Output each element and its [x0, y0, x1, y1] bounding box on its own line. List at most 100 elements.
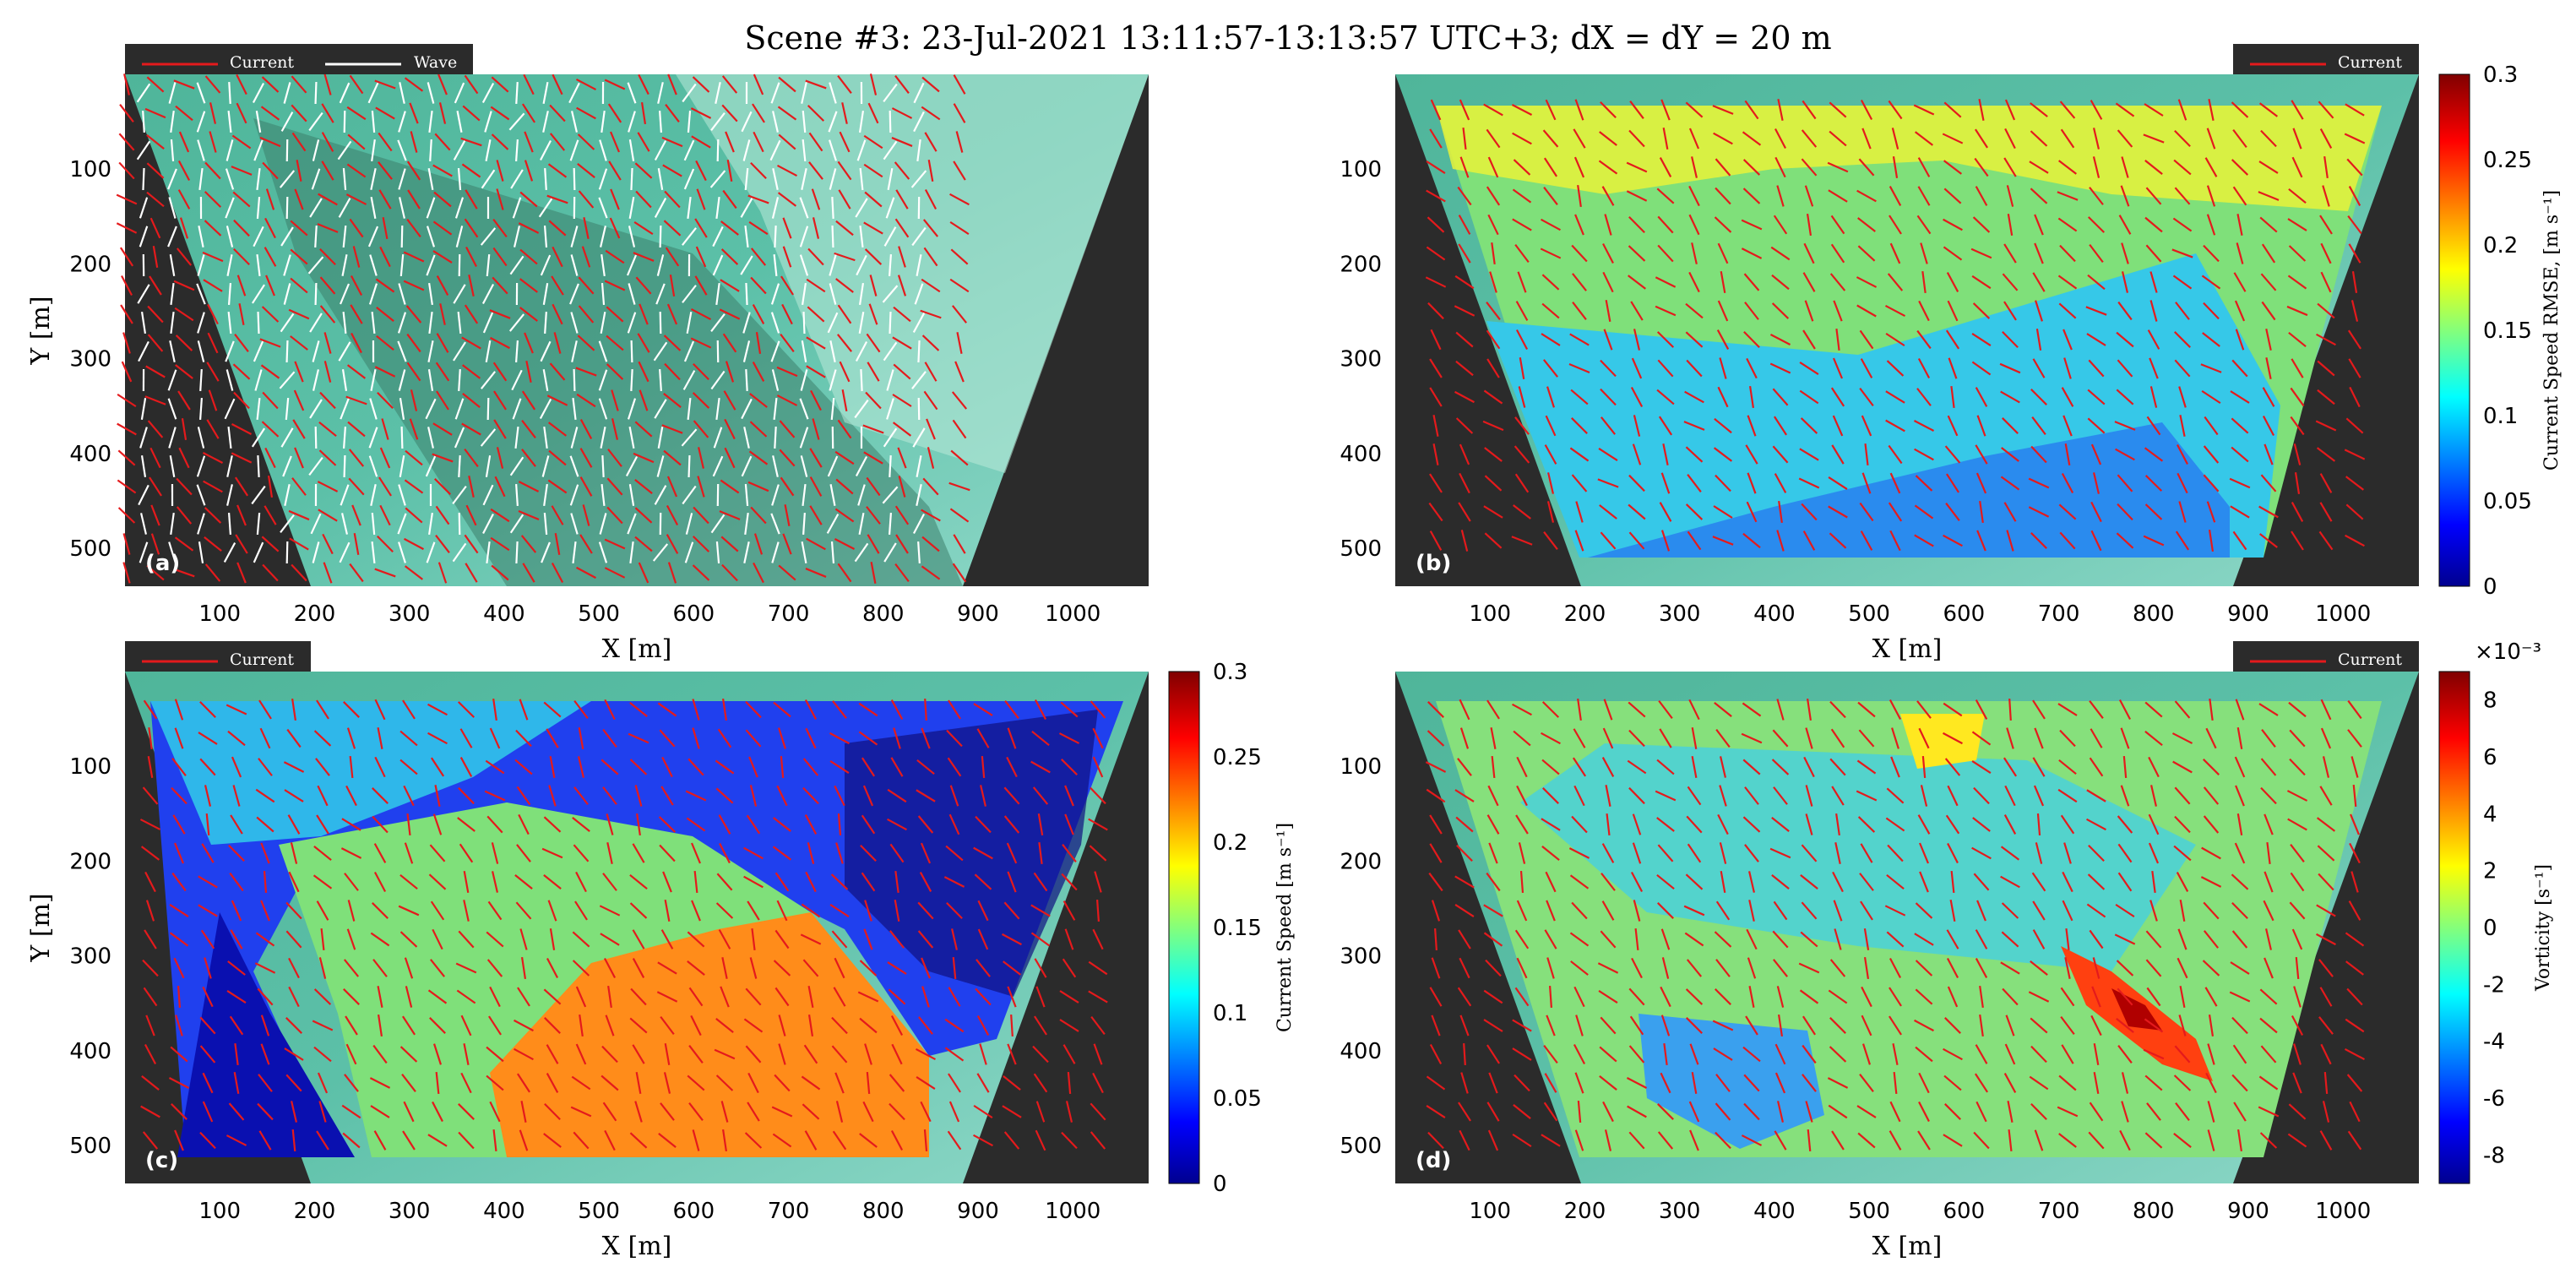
quiver-arrow: [570, 1106, 592, 1118]
quiver-arrow: [2061, 1044, 2074, 1064]
quiver-arrow: [1714, 702, 1732, 717]
quiver-arrow: [1659, 502, 1672, 522]
quiver-arrow: [1458, 502, 1471, 522]
x-tick-label: 900: [2227, 601, 2269, 627]
quiver-arrow: [288, 957, 300, 979]
quiver-arrow: [920, 309, 942, 319]
quiver-arrow: [2150, 785, 2157, 807]
quiver-arrow: [2003, 157, 2017, 177]
quiver-arrow: [542, 111, 549, 133]
quiver-arrow: [778, 1015, 786, 1036]
quiver-arrow: [2090, 501, 2102, 523]
quiver-arrow: [2203, 244, 2220, 263]
quiver-arrow: [1687, 530, 1702, 551]
quiver-arrow: [773, 397, 778, 421]
quiver-arrow: [430, 900, 445, 921]
quiver-arrow: [197, 427, 205, 449]
quiver-arrow: [2208, 1014, 2215, 1037]
quiver-arrow: [173, 280, 195, 291]
quiver-arrow: [748, 756, 758, 778]
quiver-arrow: [946, 729, 963, 748]
quiver-arrow: [654, 140, 667, 160]
quiver-arrow: [1459, 699, 1470, 721]
quiver-arrow: [285, 196, 289, 220]
quiver-arrow: [2236, 813, 2243, 836]
quiver-arrow: [1778, 500, 1783, 524]
quiver-arrow: [253, 340, 264, 362]
quiver-arrow: [2260, 786, 2277, 805]
quiver-arrow: [1003, 786, 1020, 805]
quiver-arrow: [577, 335, 595, 351]
quiver-arrow: [1885, 332, 1905, 347]
quiver-arrow: [172, 814, 186, 835]
quiver-arrow: [116, 222, 138, 234]
quiver-arrow: [2319, 215, 2333, 235]
quiver-arrow: [2350, 813, 2360, 835]
quiver-arrow: [349, 74, 364, 95]
quiver-arrow: [688, 1102, 704, 1121]
quiver-arrow: [2289, 901, 2306, 920]
colorbar[interactable]: [2438, 671, 2470, 1184]
quiver-arrow: [317, 481, 339, 492]
quiver-arrow: [1919, 842, 1929, 864]
quiver-arrow: [2058, 302, 2077, 319]
quiver-arrow: [1511, 536, 1533, 546]
quiver-arrow: [1540, 248, 1562, 259]
quiver-arrow: [1431, 957, 1441, 979]
colorbar[interactable]: [2438, 73, 2470, 587]
quiver-arrow: [2347, 729, 2362, 748]
quiver-arrow: [2003, 243, 2017, 264]
quiver-arrow: [917, 815, 934, 834]
quiver-arrow: [1429, 843, 1443, 863]
quiver-arrow: [291, 132, 307, 152]
quiver-arrow: [179, 217, 189, 239]
quiver-arrow: [146, 134, 165, 150]
quiver-arrow: [1888, 502, 1903, 522]
quiver-arrow: [2006, 185, 2014, 207]
quiver-arrow: [973, 703, 993, 716]
quiver-arrow: [799, 226, 809, 248]
quiver-arrow: [1889, 957, 1902, 979]
quiver-arrow: [515, 483, 519, 507]
quiver-arrow: [638, 562, 649, 584]
colorbar[interactable]: [1168, 671, 1200, 1184]
quiver-arrow: [283, 761, 305, 773]
quiver-arrow: [715, 196, 720, 220]
quiver-arrow: [886, 398, 894, 420]
quiver-arrow: [629, 1132, 648, 1149]
quiver-arrow: [1519, 357, 1525, 379]
quiver-arrow: [652, 543, 669, 562]
quiver-arrow: [1427, 701, 1444, 718]
quiver-arrow: [547, 422, 568, 437]
quiver-arrow: [802, 512, 806, 536]
quiver-arrow: [546, 1073, 559, 1093]
quiver-arrow: [317, 785, 329, 807]
quiver-arrow: [2115, 102, 2135, 117]
quiver-arrow: [2206, 501, 2216, 523]
quiver-arrow: [866, 476, 881, 497]
quiver-arrow: [1485, 959, 1502, 977]
panel-c: Current (c) 100 200 300 400 500 600 700 800 900 1…: [26, 641, 1296, 1261]
quiver-arrow: [288, 871, 300, 893]
quiver-arrow: [573, 844, 590, 862]
quiver-arrow: [1975, 444, 1988, 465]
quiver-arrow: [1512, 1047, 1532, 1061]
quiver-arrow: [459, 757, 473, 777]
quiver-arrow: [1491, 242, 1496, 265]
quiver-arrow: [2001, 931, 2019, 948]
quiver-arrow: [921, 727, 931, 749]
quiver-arrow: [858, 110, 865, 133]
quiver-arrow: [2316, 933, 2336, 946]
quiver-arrow: [202, 986, 214, 1008]
quiver-arrow: [121, 361, 133, 383]
quiver-arrow: [1857, 701, 1876, 718]
quiver-arrow: [144, 1043, 157, 1065]
quiver-arrow: [919, 872, 932, 892]
quiver-arrow: [2287, 218, 2307, 231]
quiver-arrow: [1518, 842, 1526, 864]
quiver-arrow: [715, 1074, 734, 1091]
quiver-arrow: [657, 82, 664, 104]
quiver-arrow: [579, 419, 593, 439]
quiver-arrow: [491, 76, 509, 93]
quiver-arrow: [491, 564, 509, 581]
